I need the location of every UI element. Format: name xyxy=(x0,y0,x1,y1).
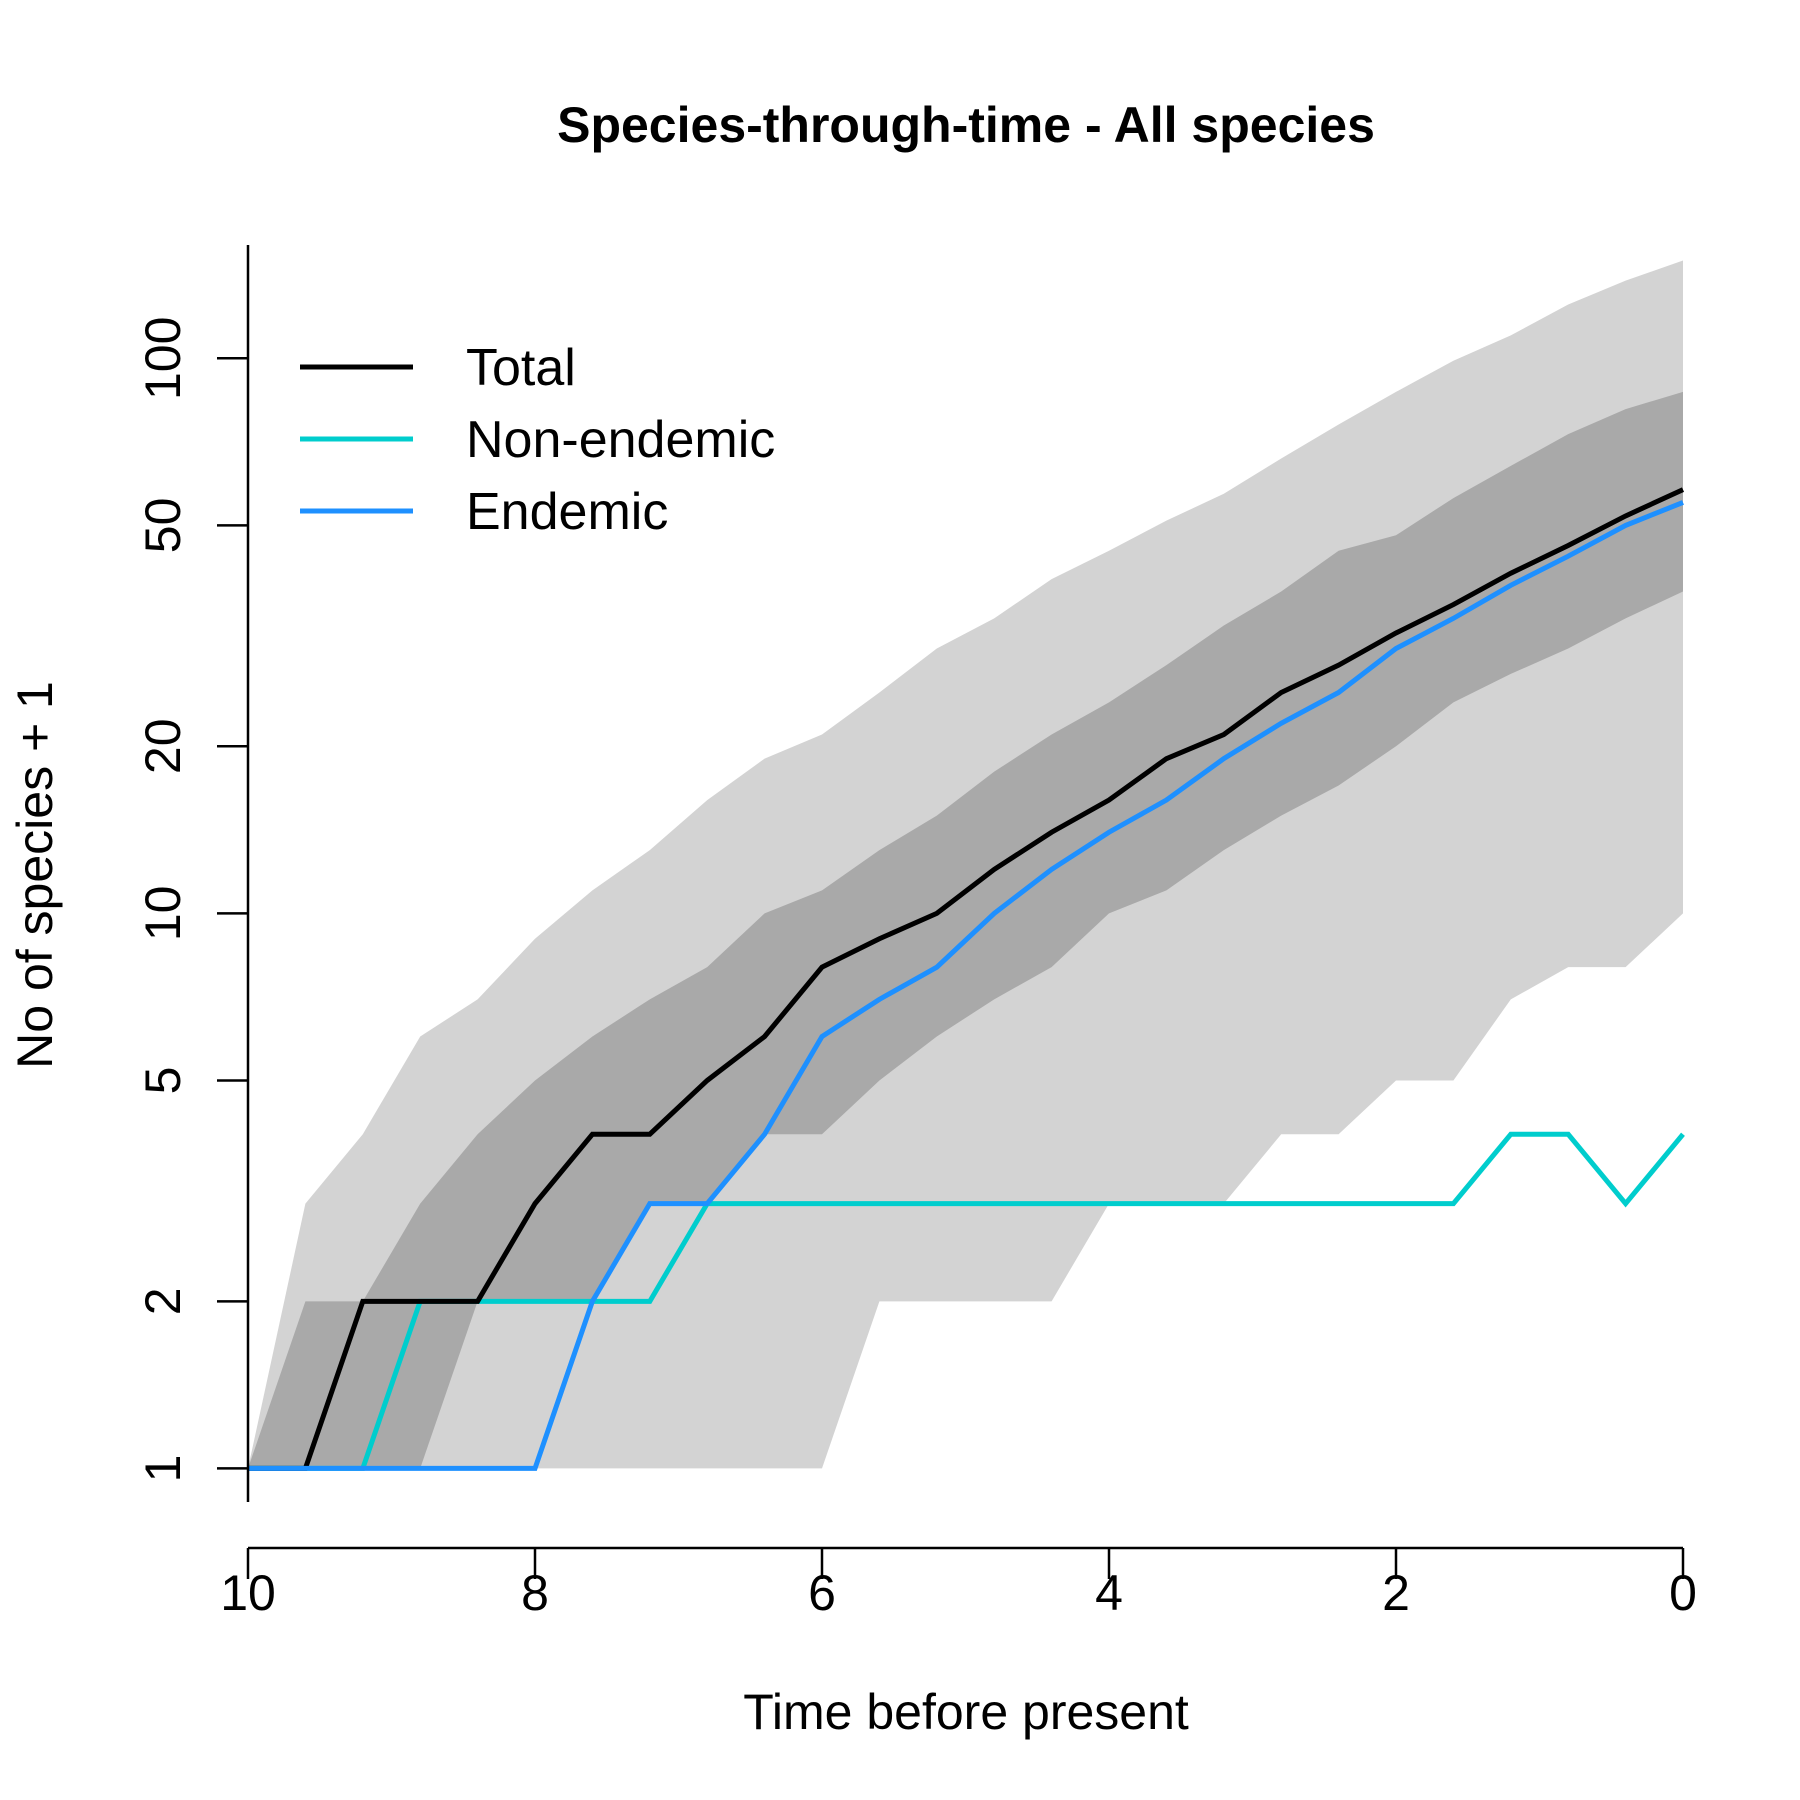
legend-label-total: Total xyxy=(466,339,576,397)
x-tick-label: 0 xyxy=(1669,1565,1697,1621)
legend: Total Non-endemic Endemic xyxy=(300,339,775,541)
plot-area xyxy=(248,260,1685,1471)
y-tick-label: 1 xyxy=(135,1455,191,1483)
x-tick-label: 8 xyxy=(521,1565,549,1621)
y-tick-label: 10 xyxy=(135,886,191,942)
y-tick-label: 100 xyxy=(135,317,191,400)
series-line-endemic xyxy=(248,500,1684,1471)
band-inner xyxy=(248,391,1683,1469)
y-tick-label: 50 xyxy=(135,498,191,554)
y-axis-label: No of species + 1 xyxy=(7,681,63,1069)
y-tick-label: 5 xyxy=(135,1067,191,1095)
series-line-total xyxy=(248,487,1685,1471)
series-line-non-endemic xyxy=(248,1131,1685,1471)
x-axis-label: Time before present xyxy=(743,1684,1189,1740)
x-tick-label: 2 xyxy=(1382,1565,1410,1621)
legend-label-endemic: Endemic xyxy=(466,483,668,541)
y-tick-label: 20 xyxy=(135,718,191,774)
x-tick-label: 6 xyxy=(808,1565,836,1621)
y-tick-label: 2 xyxy=(135,1287,191,1315)
chart-title: Species-through-time - All species xyxy=(557,97,1375,153)
x-tick-label: 4 xyxy=(1095,1565,1123,1621)
legend-label-non-endemic: Non-endemic xyxy=(466,411,775,469)
x-tick-label: 10 xyxy=(220,1565,276,1621)
